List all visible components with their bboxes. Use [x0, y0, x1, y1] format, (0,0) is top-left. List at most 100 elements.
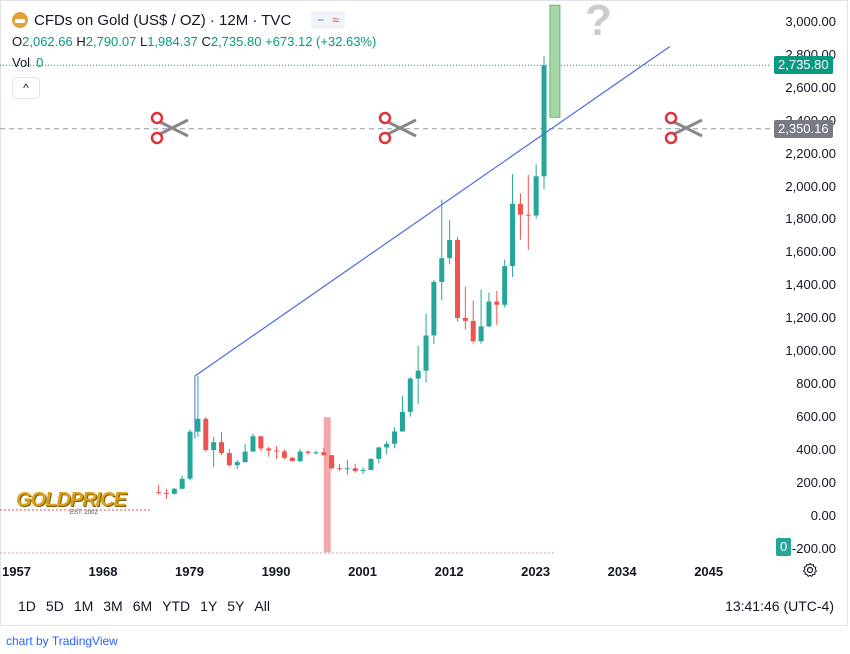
chart-header: CFDs on Gold (US$ / OZ) · 12M · TVC − ≈ — [12, 10, 345, 30]
close-value: 2,735.80 — [210, 34, 262, 49]
y-tick-label: 3,000.00 — [785, 13, 836, 29]
candle-body — [407, 378, 413, 412]
candle-body — [297, 451, 303, 462]
candle-body — [486, 301, 492, 327]
candle-body — [392, 431, 398, 444]
trendline — [194, 45, 671, 377]
axis-settings-gear-icon[interactable] — [802, 562, 818, 578]
candle-body — [344, 468, 350, 470]
candle-body — [533, 176, 539, 216]
x-tick-label: 2045 — [694, 564, 724, 579]
candle-body — [211, 442, 217, 451]
y-tick-label: 1,600.00 — [785, 244, 836, 260]
candle-body — [337, 468, 343, 470]
attribution-prefix: chart by — [6, 634, 52, 648]
ohlc-legend: O2,062.66 H2,790.07 L1,984.37 C2,735.80 … — [12, 34, 376, 49]
x-tick-label: 1979 — [175, 564, 204, 579]
candle-body — [399, 411, 405, 432]
gold-symbol-icon — [12, 12, 28, 28]
range-1m-button[interactable]: 1M — [73, 598, 94, 614]
scissors-icon — [378, 111, 417, 145]
candle-body — [179, 478, 185, 489]
candle-body — [203, 418, 209, 451]
symbol-title[interactable]: CFDs on Gold (US$ / OZ) · 12M · TVC — [34, 11, 292, 29]
candle-body — [305, 451, 311, 453]
volume-label: Vol — [12, 55, 31, 70]
x-tick-label: 1990 — [261, 564, 291, 579]
candle-body — [171, 488, 177, 494]
price-chart[interactable] — [0, 0, 850, 590]
x-tick-label: 2012 — [434, 564, 464, 579]
x-tick-label: 2001 — [348, 564, 378, 579]
x-tick-label: 1968 — [88, 564, 118, 579]
goldprice-watermark-sub: EST. 2002 — [70, 510, 98, 516]
y-tick-label: 800.00 — [796, 376, 836, 392]
candle-body — [368, 458, 374, 471]
x-tick-label: 1957 — [2, 564, 31, 579]
candle-body — [423, 335, 429, 371]
candle-body — [258, 436, 264, 449]
scissors-icon — [664, 111, 703, 145]
candle-body — [195, 418, 201, 432]
goldprice-watermark: GOLDPRICE — [16, 489, 127, 511]
candle-body — [376, 447, 382, 459]
candle-body — [156, 492, 162, 494]
candle-body — [289, 457, 295, 462]
candle-body — [163, 492, 169, 494]
volume-value: 0 — [36, 55, 44, 70]
change-value: +673.12 (+32.63%) — [265, 34, 377, 49]
y-tick-label: 2,000.00 — [785, 178, 836, 194]
range-1d-button[interactable]: 1D — [18, 598, 36, 614]
candle-body — [462, 317, 468, 321]
indicator-toggle-pill[interactable]: − ≈ — [311, 11, 345, 29]
candle-body — [525, 214, 531, 216]
attribution[interactable]: chart by TradingView — [6, 634, 118, 648]
horizontal-line-price-tag: 2,350.16 — [774, 119, 833, 138]
candle-body — [502, 266, 508, 305]
candle-body — [470, 320, 476, 342]
x-tick-label: 2023 — [521, 564, 551, 579]
timezone-clock[interactable]: 13:41:46 (UTC-4) — [725, 598, 834, 614]
range-all-button[interactable]: All — [254, 598, 270, 614]
tradingview-link[interactable]: TradingView — [51, 634, 118, 648]
candle-body — [250, 436, 256, 452]
open-value: 2,062.66 — [22, 34, 73, 49]
candle-body — [360, 470, 366, 472]
high-value: 2,790.07 — [85, 34, 137, 49]
candle-body — [274, 450, 280, 452]
minus-icon[interactable]: − — [317, 13, 325, 27]
chart-frame — [0, 0, 848, 626]
candle-body — [439, 258, 445, 282]
range-5d-button[interactable]: 5D — [45, 598, 64, 614]
candle-body — [384, 443, 390, 448]
candle-body — [541, 65, 547, 177]
y-tick-label: 1,400.00 — [785, 277, 836, 293]
range-3m-button[interactable]: 3M — [103, 598, 123, 614]
chevron-up-icon: ^ — [23, 81, 29, 95]
collapse-legend-button[interactable]: ^ — [12, 77, 40, 99]
last-price-tag: 2,735.80 — [774, 56, 833, 75]
candle-body — [478, 326, 484, 342]
range-5y-button[interactable]: 5Y — [227, 598, 245, 614]
scissors-icon — [150, 111, 189, 145]
candle-body — [234, 462, 240, 466]
y-tick-label: -200.00 — [791, 540, 836, 556]
compare-wave-icon[interactable]: ≈ — [332, 13, 339, 27]
candle-body — [510, 203, 516, 267]
candle-body — [329, 455, 335, 469]
volume-price-tag: 0 — [776, 538, 792, 556]
candle-body — [226, 453, 232, 466]
candle-body — [352, 468, 358, 472]
range-1y-button[interactable]: 1Y — [200, 598, 218, 614]
x-tick-label: 2034 — [607, 564, 637, 579]
y-tick-label: 2,200.00 — [785, 145, 836, 161]
range-6m-button[interactable]: 6M — [132, 598, 153, 614]
high-label: H — [76, 34, 86, 49]
y-tick-label: 1,200.00 — [785, 310, 836, 326]
time-range-bar: 1D 5D 1M 3M 6M YTD 1Y 5Y All — [18, 598, 270, 614]
y-tick-label: 1,800.00 — [785, 211, 836, 227]
candle-body — [321, 452, 327, 456]
projection-box — [549, 4, 561, 118]
range-ytd-button[interactable]: YTD — [162, 598, 191, 614]
y-tick-label: 600.00 — [796, 409, 836, 425]
